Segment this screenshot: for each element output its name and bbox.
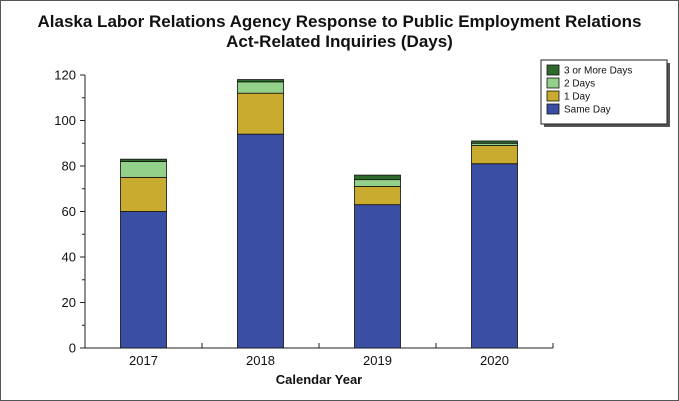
bar-segment bbox=[237, 79, 284, 83]
legend-swatch bbox=[546, 64, 560, 76]
y-tick-label: 40 bbox=[62, 250, 76, 265]
x-tick-label: 2017 bbox=[129, 353, 158, 368]
bar-segment bbox=[120, 211, 167, 349]
bar-segment bbox=[471, 140, 518, 144]
bar-segment bbox=[237, 133, 284, 349]
bar-stack bbox=[471, 140, 518, 349]
bar-stack bbox=[120, 158, 167, 349]
x-tick-label: 2018 bbox=[246, 353, 275, 368]
legend-swatch bbox=[546, 103, 560, 115]
chart-title-line-1: Alaska Labor Relations Agency Response t… bbox=[37, 12, 642, 31]
bar-segment bbox=[471, 163, 518, 349]
legend: 3 or More Days 2 Days 1 Day Same Day bbox=[540, 59, 670, 127]
legend-label: 1 Day bbox=[564, 92, 590, 103]
x-tick-label: 2019 bbox=[363, 353, 392, 368]
bar-segment bbox=[471, 145, 518, 165]
bar-segment bbox=[354, 174, 401, 181]
x-tick-label: 2020 bbox=[480, 353, 509, 368]
y-tick-label: 0 bbox=[69, 341, 76, 356]
bar-segment bbox=[237, 81, 284, 94]
bar-stack bbox=[354, 174, 401, 349]
bar-segment bbox=[237, 92, 284, 135]
bar-segment bbox=[354, 204, 401, 349]
legend-label: Same Day bbox=[564, 105, 611, 116]
legend-swatch bbox=[546, 90, 560, 102]
y-tick-label: 60 bbox=[62, 204, 76, 219]
bar-segment bbox=[354, 186, 401, 206]
y-tick-label: 20 bbox=[62, 295, 76, 310]
bar-segment bbox=[120, 161, 167, 178]
x-axis-title: Calendar Year bbox=[276, 372, 362, 387]
y-tick-label: 100 bbox=[54, 113, 76, 128]
bar-segment bbox=[120, 176, 167, 212]
chart-title-line-2: Act-Related Inquiries (Days) bbox=[226, 32, 453, 51]
legend-label: 3 or More Days bbox=[564, 66, 632, 77]
y-tick-label: 80 bbox=[62, 159, 76, 174]
bar-segment bbox=[120, 158, 167, 162]
y-tick-label: 120 bbox=[54, 68, 76, 83]
legend-label: 2 Days bbox=[564, 79, 595, 90]
chart-title: Alaska Labor Relations Agency Response t… bbox=[0, 12, 679, 52]
bars bbox=[120, 79, 518, 349]
axes: 0 20 40 60 80 100 120 2017 2018 2019 2020 bbox=[54, 68, 554, 368]
legend-box bbox=[540, 59, 668, 125]
bar-stack bbox=[237, 79, 284, 349]
legend-swatch bbox=[546, 77, 560, 89]
bar-segment bbox=[354, 179, 401, 187]
